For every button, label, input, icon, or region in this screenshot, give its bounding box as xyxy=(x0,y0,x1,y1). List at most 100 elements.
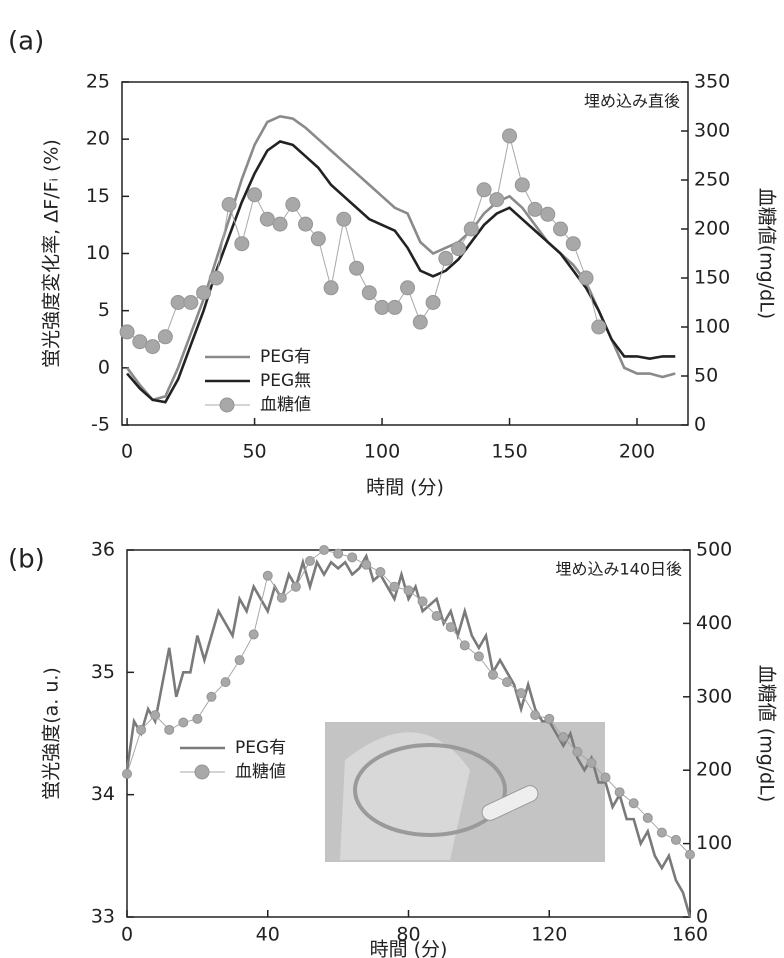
data-point xyxy=(349,260,365,276)
y-tick-label: -5 xyxy=(91,414,110,436)
legend-label: PEG無 xyxy=(260,371,311,391)
data-point xyxy=(516,688,527,699)
y2-tick-label: 350 xyxy=(694,71,730,93)
data-point xyxy=(656,827,667,838)
data-point xyxy=(553,221,569,237)
data-point xyxy=(389,581,400,592)
annotation: 埋め込み140日後 xyxy=(555,560,682,579)
data-point xyxy=(262,570,273,581)
data-point xyxy=(403,585,414,596)
data-point xyxy=(600,772,611,783)
y2-tick-label: 150 xyxy=(694,267,730,289)
data-point xyxy=(323,280,339,296)
data-point xyxy=(459,640,470,651)
data-point xyxy=(375,567,386,578)
data-point xyxy=(417,596,428,607)
y2-tick-label: 50 xyxy=(694,365,718,387)
y2-tick-label: 100 xyxy=(696,832,732,854)
data-point xyxy=(642,812,653,823)
x-tick-label: 100 xyxy=(364,441,400,463)
data-point xyxy=(670,834,681,845)
x-tick-label: 150 xyxy=(491,441,527,463)
y2-tick-label: 250 xyxy=(694,169,730,191)
data-point xyxy=(527,201,543,217)
y2-tick-label: 300 xyxy=(694,120,730,142)
data-point xyxy=(333,548,344,559)
data-point xyxy=(298,216,314,232)
data-point xyxy=(259,211,275,227)
data-point xyxy=(514,177,530,193)
y2-tick-label: 0 xyxy=(696,906,708,928)
data-point xyxy=(285,197,301,212)
data-point xyxy=(387,299,403,315)
y-tick-label: 36 xyxy=(91,539,115,561)
y2-tick-label: 100 xyxy=(694,316,730,338)
data-point xyxy=(150,710,161,721)
data-point xyxy=(276,592,287,603)
data-point xyxy=(487,669,498,680)
data-point xyxy=(451,241,467,257)
data-point xyxy=(572,746,583,757)
data-point xyxy=(530,710,541,721)
data-point xyxy=(614,787,625,798)
y-tick-label: 25 xyxy=(86,71,110,93)
data-point xyxy=(183,295,199,310)
data-point xyxy=(248,629,259,640)
y2-tick-label: 200 xyxy=(694,218,730,240)
y2-axis-label: 血糖値(mg/dL) xyxy=(756,188,778,319)
data-point xyxy=(157,329,173,345)
data-point xyxy=(310,231,326,247)
y-tick-label: 20 xyxy=(86,128,110,150)
x-tick-label: 40 xyxy=(256,924,280,946)
data-point xyxy=(178,717,189,728)
legend-label: 血糖値 xyxy=(235,762,286,782)
data-point xyxy=(578,270,594,286)
data-point xyxy=(544,713,555,724)
data-point xyxy=(412,314,428,330)
data-point xyxy=(374,299,390,315)
data-point xyxy=(272,216,288,232)
data-point xyxy=(234,655,245,666)
data-point xyxy=(192,713,203,724)
data-point xyxy=(221,197,237,212)
data-point xyxy=(476,182,492,198)
y-tick-label: 33 xyxy=(91,906,115,928)
x-tick-label: 0 xyxy=(121,924,133,946)
data-point xyxy=(290,581,301,592)
data-point xyxy=(361,285,377,301)
plot-frame xyxy=(121,81,689,426)
y2-axis-label: 血糖値 (mg/dL) xyxy=(756,665,778,802)
data-point xyxy=(247,187,263,203)
y-tick-label: 5 xyxy=(98,299,110,321)
data-point xyxy=(473,651,484,662)
data-point xyxy=(502,677,513,688)
data-point xyxy=(234,236,250,252)
data-point xyxy=(206,691,217,702)
data-point xyxy=(304,556,315,567)
legend-label: 血糖値 xyxy=(260,395,311,415)
x-axis-label: 時間 (分) xyxy=(370,939,448,958)
data-point xyxy=(628,798,639,809)
y2-tick-label: 500 xyxy=(696,539,732,561)
inset-photo xyxy=(325,722,605,862)
y2-tick-label: 400 xyxy=(696,612,732,634)
data-point xyxy=(400,280,416,296)
y2-tick-label: 200 xyxy=(696,759,732,781)
panel-label: (b) xyxy=(8,545,45,575)
data-point xyxy=(431,611,442,622)
x-tick-label: 0 xyxy=(121,441,133,463)
data-point xyxy=(438,250,454,266)
data-point xyxy=(122,768,132,779)
panel-label: (a) xyxy=(8,27,44,57)
data-point xyxy=(319,545,330,555)
data-point xyxy=(445,622,456,633)
x-axis-label: 時間 (分) xyxy=(366,477,444,499)
y-axis-label: 蛍光強度変化率, ΔF/Fᵢ (%) xyxy=(41,139,63,368)
x-tick-label: 200 xyxy=(619,441,655,463)
y2-tick-label: 0 xyxy=(694,414,706,436)
legend-marker xyxy=(219,397,235,413)
series-line xyxy=(126,140,676,404)
data-point xyxy=(489,192,505,208)
data-point xyxy=(425,295,441,310)
